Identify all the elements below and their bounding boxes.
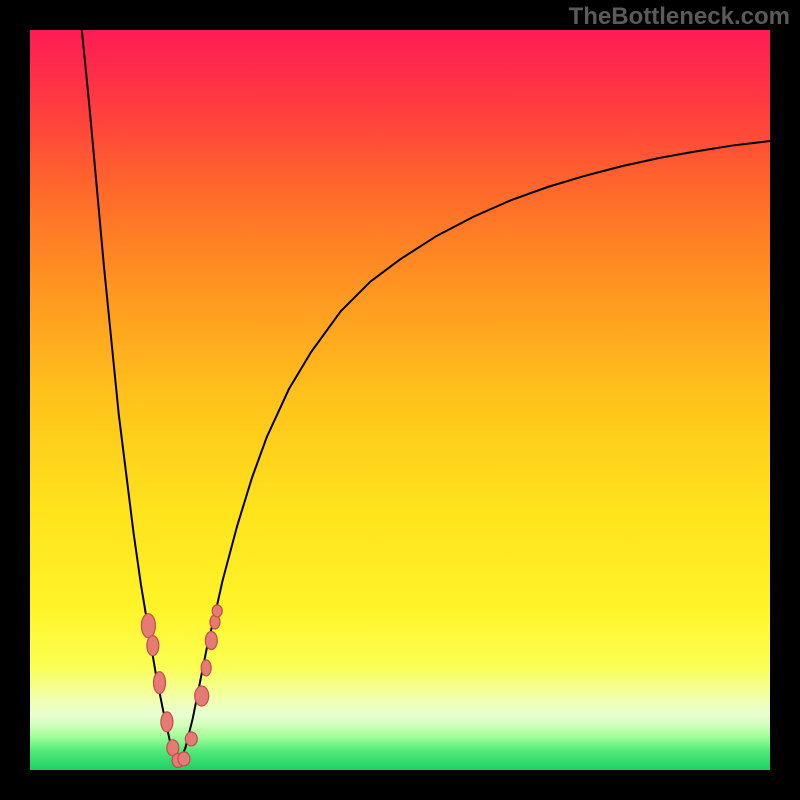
chart-svg: TheBottleneck.com: [0, 0, 800, 800]
marker-point: [141, 614, 155, 638]
chart-root: TheBottleneck.com: [0, 0, 800, 800]
marker-point: [195, 686, 209, 706]
marker-point: [201, 660, 211, 676]
marker-point: [205, 632, 217, 650]
plot-area: [30, 30, 770, 770]
marker-point: [161, 712, 173, 732]
watermark-text: TheBottleneck.com: [569, 3, 790, 30]
marker-point: [154, 672, 166, 694]
marker-point: [185, 732, 197, 746]
marker-point: [178, 752, 190, 766]
marker-point: [212, 605, 222, 617]
marker-point: [147, 636, 159, 656]
